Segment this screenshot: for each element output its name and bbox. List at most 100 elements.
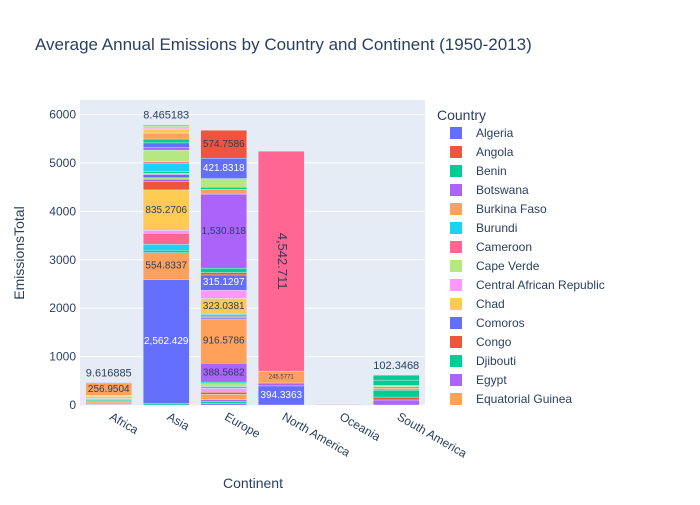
legend-label: Cape Verde bbox=[476, 259, 540, 273]
bar-total-label: 102.3468 bbox=[373, 360, 419, 372]
bar-segment bbox=[143, 250, 189, 252]
bar-segment bbox=[201, 384, 247, 387]
bar-segment bbox=[201, 273, 247, 275]
bar-segment bbox=[143, 230, 189, 233]
legend-item[interactable]: Djibouti bbox=[450, 354, 516, 368]
legend-item[interactable]: Congo bbox=[450, 335, 512, 349]
bar-segment bbox=[143, 128, 189, 129]
legend-swatch bbox=[450, 355, 462, 367]
bar-data-label: 323.0381 bbox=[203, 301, 245, 312]
y-tick-label: 0 bbox=[69, 398, 76, 412]
bar-segment bbox=[373, 388, 419, 390]
y-tick-label: 2000 bbox=[49, 301, 76, 315]
legend-label: Cameroon bbox=[476, 240, 532, 254]
legend-label: Burkina Faso bbox=[476, 202, 547, 216]
bar-data-label: 2,562.429 bbox=[144, 336, 189, 347]
legend-label: Congo bbox=[476, 335, 512, 349]
bar-segment bbox=[143, 126, 189, 128]
legend-label: Botswana bbox=[476, 183, 529, 197]
legend-item[interactable]: Burundi bbox=[450, 221, 517, 235]
bar-data-label: 245.5771 bbox=[269, 375, 295, 381]
bar-segment bbox=[143, 143, 189, 147]
legend-label: Comoros bbox=[476, 316, 525, 330]
legend-swatch bbox=[450, 298, 462, 310]
legend-item[interactable]: Egypt bbox=[450, 373, 507, 387]
y-tick-label: 3000 bbox=[49, 253, 76, 267]
legend-label: Benin bbox=[476, 164, 507, 178]
legend-label: Egypt bbox=[476, 373, 507, 387]
legend-swatch bbox=[450, 203, 462, 215]
bar-segment bbox=[143, 163, 189, 172]
legend-swatch bbox=[450, 127, 462, 139]
legend-item[interactable]: Chad bbox=[450, 297, 505, 311]
bar-segment bbox=[143, 178, 189, 179]
legend-swatch bbox=[450, 279, 462, 291]
bar-segment bbox=[201, 394, 247, 399]
bar-segment bbox=[373, 397, 419, 400]
bar-data-label: 916.5786 bbox=[203, 336, 245, 347]
legend-swatch bbox=[450, 374, 462, 386]
bar-total-label: 8.465183 bbox=[143, 110, 189, 122]
bar-data-label: 554.8337 bbox=[145, 261, 187, 272]
bar-segment bbox=[143, 139, 189, 143]
bar-data-label: 421.8318 bbox=[203, 163, 245, 174]
x-axis-label: Continent bbox=[223, 475, 283, 491]
legend-swatch bbox=[450, 393, 462, 405]
legend-label: Burundi bbox=[476, 221, 517, 235]
bar-segment bbox=[143, 147, 189, 150]
bar-segment bbox=[143, 133, 189, 139]
bar-data-label: 394.3363 bbox=[260, 390, 302, 401]
bar-segment bbox=[201, 392, 247, 394]
legend-item[interactable]: Algeria bbox=[450, 126, 514, 140]
bar-data-label: 388.5682 bbox=[203, 367, 245, 378]
bar-segment bbox=[201, 317, 247, 318]
bar-segment bbox=[373, 390, 419, 397]
bar-segment bbox=[201, 402, 247, 404]
bar-segment bbox=[143, 404, 189, 405]
bar-data-label: 574.7586 bbox=[203, 139, 245, 150]
bar-segment bbox=[201, 386, 247, 388]
bar-segment bbox=[143, 162, 189, 163]
bar-segment bbox=[86, 397, 132, 398]
bar-segment bbox=[86, 398, 132, 400]
bar-segment bbox=[201, 179, 247, 188]
bar-segment bbox=[201, 290, 247, 298]
bar-segment bbox=[143, 174, 189, 177]
bar-segment bbox=[258, 383, 304, 386]
bar-segment bbox=[201, 268, 247, 272]
bar-segment bbox=[201, 189, 247, 194]
y-axis-label: EmissionsTotal bbox=[11, 206, 27, 299]
bar-segment bbox=[373, 380, 419, 385]
legend-item[interactable]: Benin bbox=[450, 164, 507, 178]
bar-data-label: 1,530.818 bbox=[202, 226, 247, 237]
legend-item[interactable]: Angola bbox=[450, 145, 514, 159]
chart-title: Average Annual Emissions by Country and … bbox=[35, 35, 532, 54]
bar-segment bbox=[201, 404, 247, 405]
bar-total-label: 9.616885 bbox=[86, 367, 132, 379]
bar-segment bbox=[373, 385, 419, 386]
legend-swatch bbox=[450, 146, 462, 158]
bar-segment bbox=[143, 179, 189, 181]
legend-swatch bbox=[450, 184, 462, 196]
bar-segment bbox=[143, 233, 189, 244]
legend-label: Djibouti bbox=[476, 354, 516, 368]
legend-label: Algeria bbox=[476, 126, 514, 140]
legend-item[interactable]: Comoros bbox=[450, 316, 525, 330]
bar-data-label: 835.2706 bbox=[145, 205, 187, 216]
bar-segment bbox=[143, 130, 189, 133]
bar-segment bbox=[143, 181, 189, 190]
legend-swatch bbox=[450, 336, 462, 348]
bar-segment bbox=[373, 375, 419, 380]
y-tick-label: 6000 bbox=[49, 108, 76, 122]
bar-data-label: 4,542.711 bbox=[275, 233, 290, 290]
y-tick-label: 4000 bbox=[49, 204, 76, 218]
legend-swatch bbox=[450, 222, 462, 234]
bar-data-label: 315.1297 bbox=[203, 277, 245, 288]
legend-label: Central African Republic bbox=[476, 278, 605, 292]
legend-swatch bbox=[450, 317, 462, 329]
legend-swatch bbox=[450, 241, 462, 253]
bar-data-label: 256.9504 bbox=[88, 384, 130, 395]
legend-item[interactable]: Botswana bbox=[450, 183, 529, 197]
